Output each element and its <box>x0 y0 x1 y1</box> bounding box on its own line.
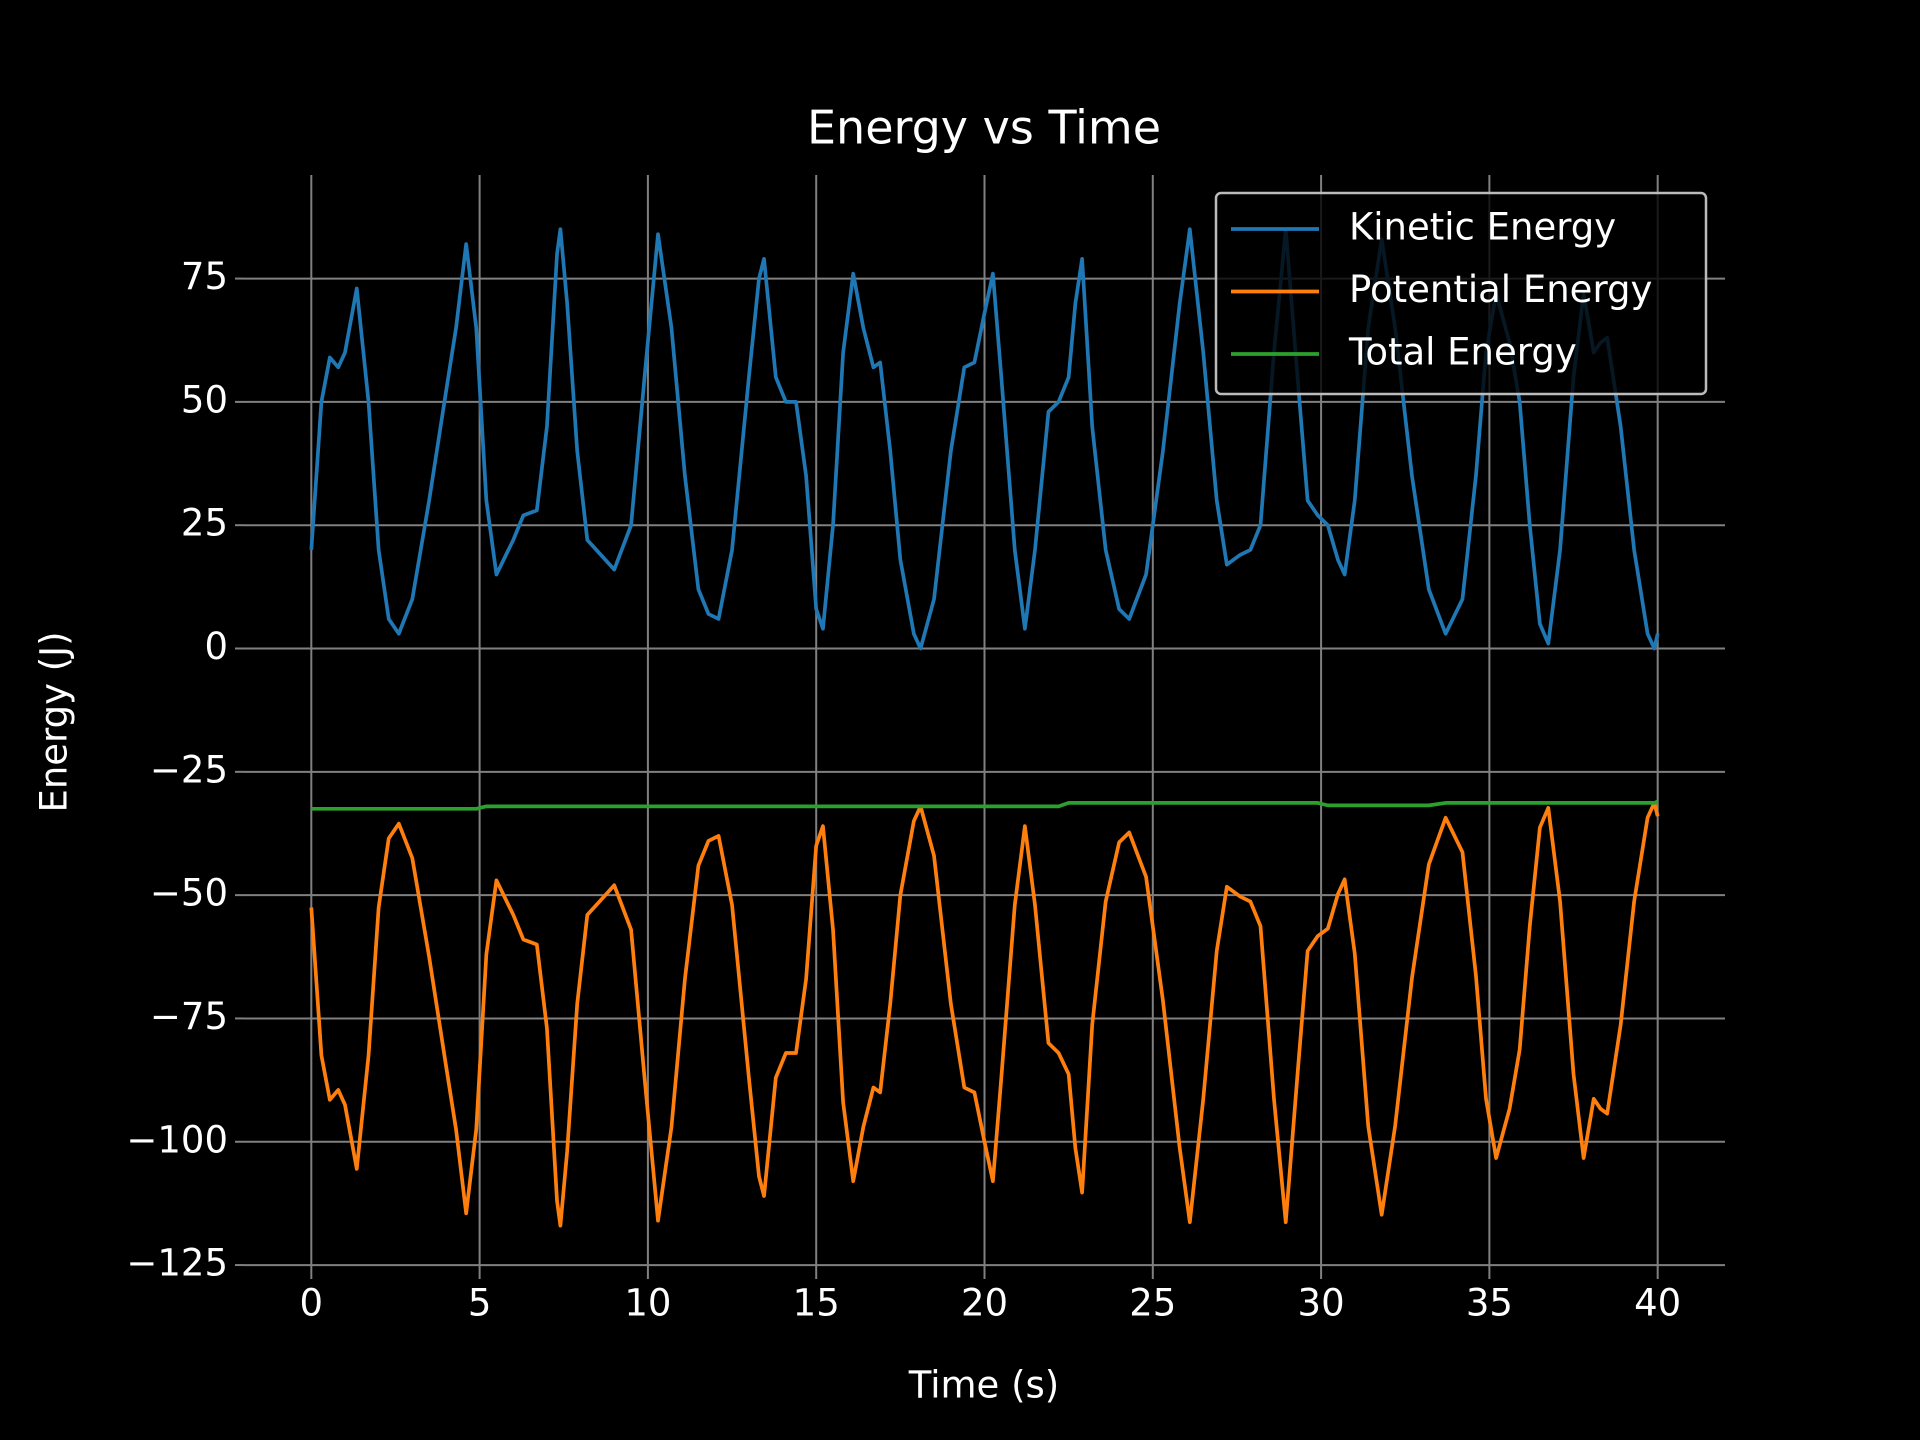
x-tick-label: 35 <box>1466 1282 1513 1325</box>
y-tick-label: −25 <box>150 748 228 791</box>
legend-label: Total Energy <box>1348 331 1577 374</box>
x-tick-label: 25 <box>1129 1282 1176 1325</box>
x-axis-label: Time (s) <box>908 1364 1059 1407</box>
legend-label: Potential Energy <box>1349 268 1652 311</box>
y-tick-label: 50 <box>181 378 228 421</box>
y-tick-label: 75 <box>181 255 228 298</box>
x-tick-label: 15 <box>793 1282 840 1325</box>
y-tick-label: −100 <box>126 1118 228 1161</box>
y-tick-label: −75 <box>150 995 228 1038</box>
legend-label: Kinetic Energy <box>1349 206 1616 249</box>
line-series <box>311 799 1659 811</box>
x-tick-label: 5 <box>468 1282 492 1325</box>
y-tick-label: −50 <box>150 872 228 915</box>
x-tick-label: 20 <box>961 1282 1008 1325</box>
chart-title: Energy vs Time <box>807 101 1161 155</box>
y-tick-label: 25 <box>181 502 228 545</box>
x-tick-label: 0 <box>300 1282 324 1325</box>
x-tick-label: 10 <box>624 1282 671 1325</box>
x-tick-label: 40 <box>1634 1282 1681 1325</box>
y-axis-label: Energy (J) <box>33 631 76 812</box>
line-series <box>309 801 1660 1228</box>
y-tick-label: 0 <box>204 625 228 668</box>
legend-box <box>1214 191 1708 396</box>
line-series <box>309 227 1660 651</box>
x-tick-label: 30 <box>1298 1282 1345 1325</box>
y-tick-label: −125 <box>126 1242 228 1285</box>
